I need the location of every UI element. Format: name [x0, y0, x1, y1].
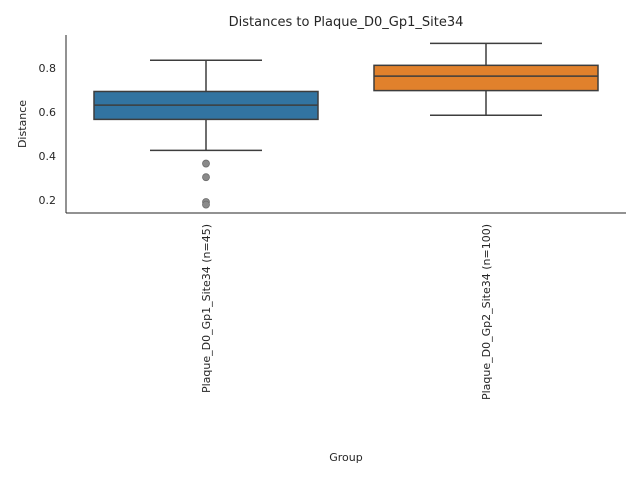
outlier-point	[202, 159, 210, 168]
x-axis-label: Group	[329, 451, 363, 464]
y-tick-label: 0.8	[39, 62, 57, 75]
x-tick-label: Plaque_D0_Gp2_Site34 (n=100)	[480, 224, 493, 400]
iqr-box	[373, 64, 599, 92]
y-axis-label: Distance	[16, 100, 29, 148]
outlier-point	[202, 200, 210, 209]
x-tick-label: Plaque_D0_Gp1_Site34 (n=45)	[200, 224, 213, 393]
y-ticks: 0.2 0.4 0.6 0.8	[39, 62, 57, 207]
box-group-1	[93, 59, 319, 209]
y-tick-label: 0.4	[39, 150, 57, 163]
box-group-2	[373, 42, 599, 116]
y-tick-label: 0.6	[39, 106, 57, 119]
x-ticks: Plaque_D0_Gp1_Site34 (n=45) Plaque_D0_Gp2…	[200, 224, 493, 400]
chart-title: Distances to Plaque_D0_Gp1_Site34	[229, 15, 464, 30]
y-tick-label: 0.2	[39, 194, 57, 207]
boxes-layer	[93, 42, 599, 209]
outlier-point	[202, 173, 210, 182]
